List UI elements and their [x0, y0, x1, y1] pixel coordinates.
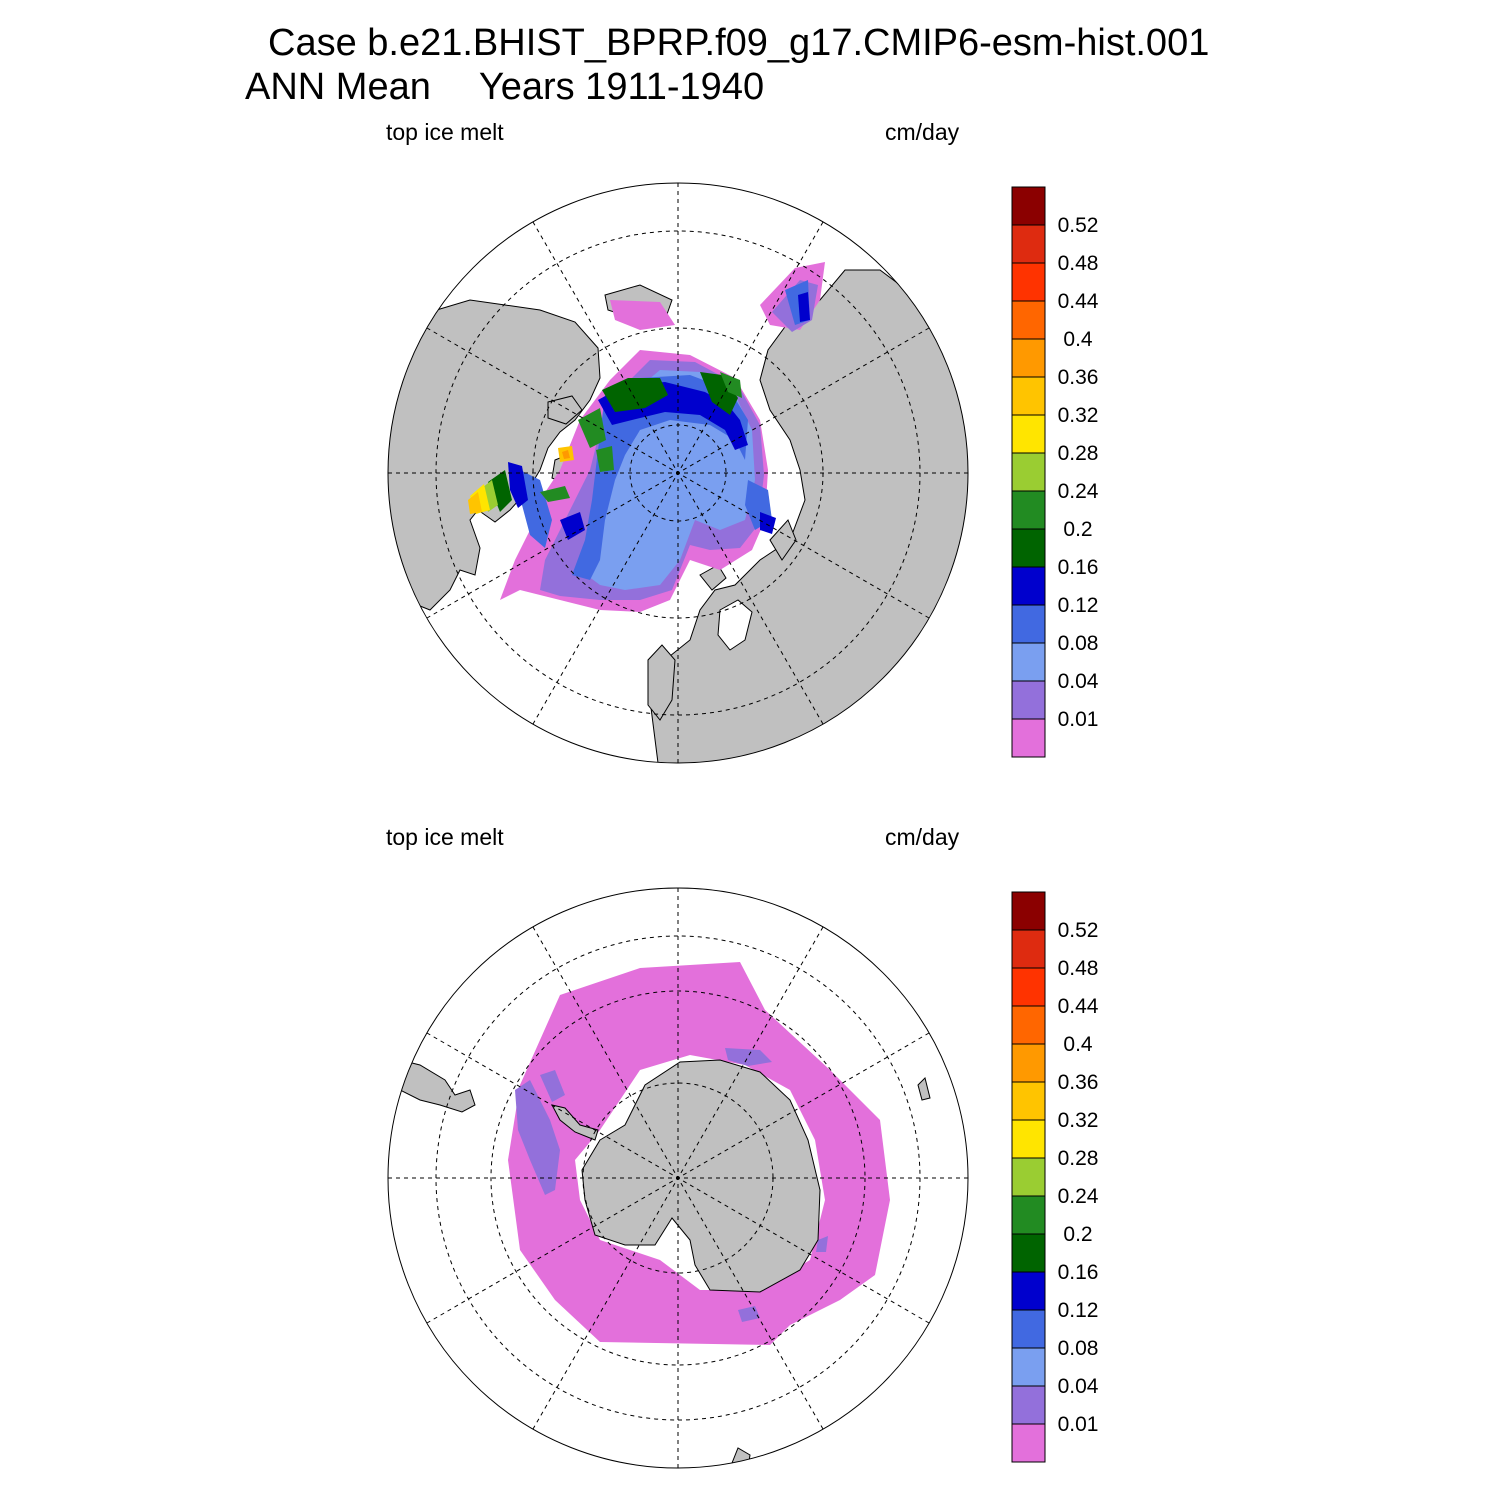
nh-level-6 [540, 486, 570, 502]
nh-colorbar-box [1011, 376, 1046, 416]
nh-polar-map [387, 182, 969, 764]
nh-colorbar-box [1011, 680, 1046, 720]
years-label: Years 1911-1940 [478, 66, 765, 108]
nh-level-6 [578, 408, 606, 448]
nh-level-5 [488, 470, 512, 512]
nh-colorbar-box [1011, 718, 1046, 758]
nh-level-9 [468, 492, 482, 514]
sh-colorbar-label: 0.2 [1063, 1223, 1092, 1246]
sh-land [399, 1059, 931, 1468]
sh-level-1 [816, 1236, 828, 1252]
sh-colorbar-box [1011, 1385, 1046, 1425]
nh-colorbar-label: 0.44 [1058, 290, 1099, 313]
sh-units-label: cm/day [885, 824, 960, 850]
nh-colorbar-box [1011, 528, 1046, 568]
sh-colorbar-box [1011, 967, 1046, 1007]
nh-colorbar-label: 0.36 [1058, 366, 1099, 389]
nh-level-5 [700, 372, 738, 415]
sh-colorbar-box [1011, 1043, 1046, 1083]
nh-colorbar-box [1011, 490, 1046, 530]
nh-level-4 [760, 512, 776, 534]
sh-colorbar-box [1011, 1195, 1046, 1235]
season-label: ANN Mean [245, 66, 431, 108]
nh-colorbar-label: 0.4 [1063, 328, 1093, 351]
nh-colorbar-label: 0.48 [1058, 252, 1099, 275]
sh-polar-map [387, 887, 969, 1469]
sh-colorbar-box [1011, 1081, 1046, 1121]
sh-colorbar-label: 0.04 [1058, 1375, 1099, 1398]
nh-colorbar-box [1011, 604, 1046, 644]
sh-colorbar-box [1011, 1005, 1046, 1045]
sh-colorbar-label: 0.24 [1058, 1185, 1099, 1208]
nh-level-4 [508, 462, 528, 508]
nh-level-0 [610, 300, 675, 330]
sh-colorbar-label: 0.01 [1058, 1413, 1099, 1436]
nh-colorbar-label: 0.32 [1058, 404, 1099, 427]
nh-colorbar-box [1011, 566, 1046, 606]
nh-level-5 [602, 378, 668, 412]
sh-map-border [387, 887, 969, 1469]
sh-colorbar-label: 0.08 [1058, 1337, 1099, 1360]
sh-colorbar-box [1011, 1309, 1046, 1349]
sh-colorbar: 0.01 0.04 0.08 0.12 0.16 0.2 0.24 0.28 0.32 0.36 0… [1011, 891, 1099, 1463]
sh-colorbar-label: 0.52 [1058, 919, 1099, 942]
sh-level-1 [725, 1048, 772, 1066]
sh-colorbar-label: 0.44 [1058, 995, 1099, 1018]
nh-colorbar-label: 0.12 [1058, 594, 1099, 617]
nh-colorbar-label: 0.04 [1058, 670, 1099, 693]
sh-level-1 [540, 1070, 565, 1102]
nh-colorbar-box [1011, 414, 1046, 454]
sh-colorbar-label: 0.4 [1063, 1033, 1093, 1056]
nh-colorbar-label: 0.28 [1058, 442, 1099, 465]
sh-colorbar-box [1011, 929, 1046, 969]
nh-colorbar-label: 0.24 [1058, 480, 1099, 503]
nh-colorbar-box [1011, 224, 1046, 264]
sh-colorbar-label: 0.36 [1058, 1071, 1099, 1094]
sh-colorbar-label: 0.32 [1058, 1109, 1099, 1132]
nh-colorbar-box [1011, 452, 1046, 492]
figure-subtitle: ANN Mean Years 1911-1940 [245, 68, 764, 106]
nh-colorbar-box [1011, 642, 1046, 682]
nh-colorbar-box [1011, 262, 1046, 302]
nh-colorbar-label: 0.08 [1058, 632, 1099, 655]
nh-level-6 [720, 372, 742, 398]
sh-colorbar-box [1011, 1271, 1046, 1311]
sh-graticule [388, 888, 968, 1468]
nh-units-label: cm/day [885, 119, 960, 145]
sh-colorbar-label: 0.48 [1058, 957, 1099, 980]
sh-colorbar-label: 0.12 [1058, 1299, 1099, 1322]
figure-title: Case b.e21.BHIST_BPRP.f09_g17.CMIP6-esm-… [268, 22, 1210, 64]
nh-level-6 [596, 446, 614, 472]
sh-variable-label: top ice melt [386, 824, 504, 850]
nh-level-4 [560, 512, 585, 540]
nh-colorbar-label: 0.52 [1058, 214, 1099, 237]
nh-map-border [387, 182, 969, 764]
nh-colorbar-label: 0.2 [1063, 518, 1092, 541]
sh-level-0 [508, 962, 890, 1345]
nh-colorbar-box [1011, 338, 1046, 378]
nh-level-3 [520, 470, 552, 548]
sh-level-1 [515, 1080, 560, 1195]
nh-graticule [388, 183, 968, 763]
sh-colorbar-box [1011, 1157, 1046, 1197]
nh-colorbar-label: 0.01 [1058, 708, 1099, 731]
nh-colorbar-box [1011, 300, 1046, 340]
nh-level-4 [798, 292, 810, 322]
nh-variable-label: top ice melt [386, 119, 504, 145]
sh-colorbar-box [1011, 1119, 1046, 1159]
nh-level-3 [572, 375, 748, 580]
sh-colorbar-label: 0.28 [1058, 1147, 1099, 1170]
nh-colorbar-box [1011, 186, 1046, 226]
sh-colorbar-label: 0.16 [1058, 1261, 1099, 1284]
nh-level-10 [562, 450, 570, 459]
sh-colorbar-box [1011, 1347, 1046, 1387]
sh-colorbar-box [1011, 891, 1046, 931]
sh-colorbar-box [1011, 1233, 1046, 1273]
nh-colorbar: 0.01 0.04 0.08 0.12 0.16 0.2 0.24 0.28 0.32 0.36 0… [1011, 186, 1099, 758]
nh-ice-field [468, 262, 825, 612]
nh-colorbar-label: 0.16 [1058, 556, 1099, 579]
sh-colorbar-box [1011, 1423, 1046, 1463]
